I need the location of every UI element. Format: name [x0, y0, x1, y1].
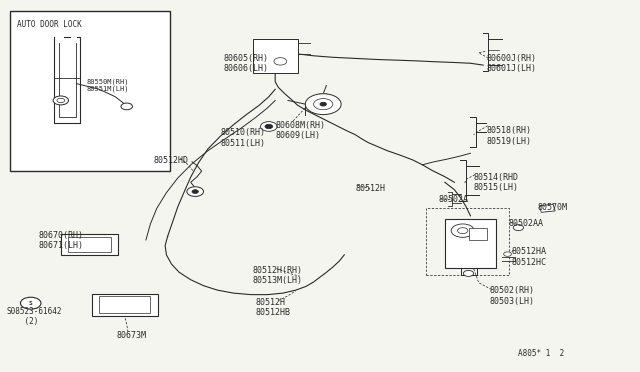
- Text: 80605(RH)
80606(LH): 80605(RH) 80606(LH): [224, 54, 269, 73]
- Text: S: S: [29, 301, 33, 306]
- Circle shape: [53, 96, 68, 105]
- Circle shape: [314, 99, 333, 110]
- Text: 80512H
80512HB: 80512H 80512HB: [256, 298, 291, 317]
- Text: 80512HD: 80512HD: [154, 156, 189, 165]
- Text: 80512HA
80512HC: 80512HA 80512HC: [512, 247, 547, 267]
- Circle shape: [20, 297, 41, 309]
- Circle shape: [187, 187, 204, 196]
- Circle shape: [121, 103, 132, 110]
- Text: 80600J(RH)
80601J(LH): 80600J(RH) 80601J(LH): [486, 54, 536, 73]
- Circle shape: [260, 122, 277, 131]
- Bar: [469, 228, 487, 240]
- Text: 80510(RH)
80511(LH): 80510(RH) 80511(LH): [221, 128, 266, 148]
- Text: AUTO DOOR LOCK: AUTO DOOR LOCK: [17, 20, 82, 29]
- Text: 80502(RH)
80503(LH): 80502(RH) 80503(LH): [490, 286, 534, 306]
- Text: 80570M: 80570M: [538, 203, 568, 212]
- Bar: [61, 234, 118, 255]
- Bar: [92, 294, 158, 316]
- Circle shape: [513, 225, 524, 231]
- Text: 80512H(RH)
80513M(LH): 80512H(RH) 80513M(LH): [253, 266, 303, 285]
- Bar: [540, 204, 555, 212]
- Text: S08523-61642
    (2): S08523-61642 (2): [6, 307, 62, 326]
- Text: 80518(RH)
80519(LH): 80518(RH) 80519(LH): [486, 126, 531, 146]
- Text: A805* 1  2: A805* 1 2: [518, 349, 564, 358]
- Circle shape: [57, 98, 65, 103]
- Bar: [445, 219, 496, 268]
- Circle shape: [274, 58, 287, 65]
- Text: 80514(RHD
80515(LH): 80514(RHD 80515(LH): [474, 173, 518, 192]
- Text: 80502AA: 80502AA: [509, 219, 544, 228]
- Bar: [68, 237, 111, 252]
- Circle shape: [320, 102, 326, 106]
- Bar: [10, 11, 170, 171]
- Text: 80550M(RH)
80551M(LH): 80550M(RH) 80551M(LH): [86, 78, 129, 92]
- Circle shape: [192, 190, 198, 193]
- Bar: [99, 296, 150, 313]
- Circle shape: [451, 224, 474, 237]
- Bar: [253, 39, 298, 73]
- Circle shape: [463, 270, 474, 276]
- Circle shape: [265, 124, 273, 129]
- Text: 80673M: 80673M: [116, 331, 146, 340]
- Text: 80608M(RH)
80609(LH): 80608M(RH) 80609(LH): [275, 121, 325, 140]
- Circle shape: [305, 94, 341, 115]
- Text: 80502A: 80502A: [438, 195, 468, 204]
- Circle shape: [458, 228, 468, 234]
- Text: 80512H: 80512H: [355, 184, 385, 193]
- Text: 80670(RH)
80671(LH): 80670(RH) 80671(LH): [38, 231, 83, 250]
- Circle shape: [504, 252, 511, 256]
